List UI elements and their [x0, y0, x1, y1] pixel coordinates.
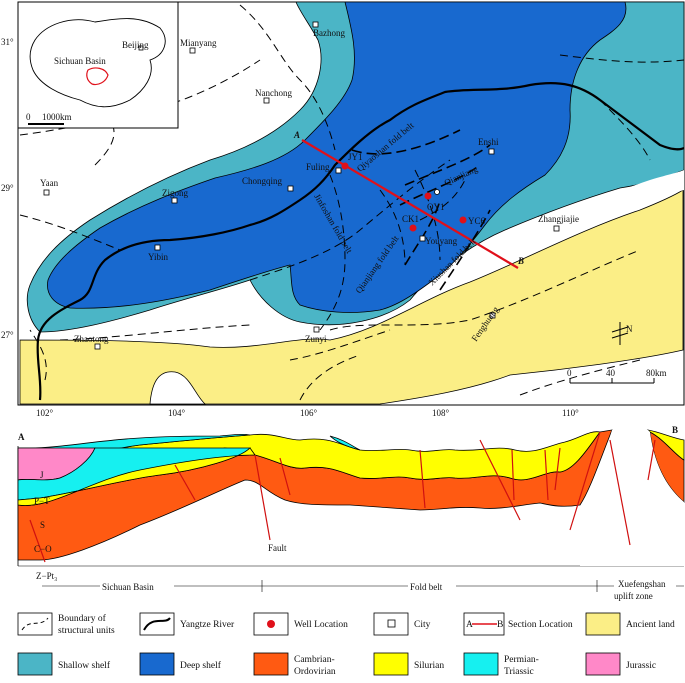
- svg-text:B: B: [497, 620, 503, 630]
- inset-label: Sichuan Basin: [54, 56, 106, 66]
- layer-label: P−T: [34, 496, 50, 506]
- lon-tick: 108°: [432, 408, 450, 418]
- well-marker: [459, 216, 467, 224]
- well-label: JY1: [348, 152, 363, 162]
- svg-text:Silurian: Silurian: [414, 661, 444, 671]
- svg-text:City: City: [414, 620, 431, 630]
- fold-axes: [351, 129, 491, 291]
- silurian-right: [646, 429, 685, 461]
- lat-tick: 31°: [1, 37, 14, 47]
- lat-tick: 27°: [1, 330, 14, 340]
- svg-text:Cambrian-: Cambrian-: [294, 655, 335, 665]
- lat-tick: 29°: [1, 183, 14, 193]
- city-label: Bazhong: [313, 28, 345, 38]
- china-inset: Beijing Sichuan Basin 0 1000km: [17, 1, 179, 129]
- city-label: Yibin: [148, 252, 169, 262]
- svg-text:Jurassic: Jurassic: [626, 661, 656, 671]
- section-end-b: B: [672, 425, 678, 435]
- lon-tick: 106°: [300, 408, 318, 418]
- section-line: [301, 139, 519, 269]
- svg-text:Yangtze River: Yangtze River: [180, 620, 235, 630]
- city-label: Mianyang: [180, 38, 217, 48]
- layer-label: Z−Pt₃: [36, 571, 57, 581]
- lon-tick: 110°: [562, 408, 579, 418]
- layer-label: C−O: [34, 544, 52, 554]
- inset-scale: 1000km: [42, 112, 72, 122]
- svg-text:40: 40: [606, 368, 616, 378]
- north-arrow: N: [611, 322, 633, 345]
- well-marker: [341, 162, 349, 170]
- city-label: Zhangjiajie: [538, 214, 579, 224]
- city-label: Nanchong: [255, 88, 292, 98]
- section-end-label: A: [293, 130, 300, 140]
- svg-text:N: N: [626, 324, 633, 334]
- svg-text:Deep shelf: Deep shelf: [180, 660, 222, 671]
- well-label: CK1: [402, 214, 419, 224]
- well-marker: [424, 192, 432, 200]
- city-label: Yaan: [40, 178, 59, 188]
- city-label: Fuling: [306, 162, 330, 172]
- svg-text:Section Location: Section Location: [508, 620, 573, 630]
- cross-section: A B: [17, 425, 685, 601]
- city-label: Zunyi: [305, 334, 327, 344]
- zone-label: Sichuan Basin: [102, 582, 154, 592]
- city-markers: [43, 21, 560, 350]
- svg-text:Ancient land: Ancient land: [626, 620, 675, 630]
- ancient-land-hill: [149, 371, 207, 405]
- svg-text:80km: 80km: [646, 368, 667, 378]
- structural-boundaries: [19, 4, 685, 401]
- faults: [29, 431, 656, 563]
- map-panel: Bazhong Mianyang Nanchong Fuling Chongqi…: [1, 1, 685, 418]
- svg-text:structural units: structural units: [58, 626, 115, 636]
- uplift-white: [560, 170, 684, 228]
- layer-label: S: [40, 520, 45, 530]
- svg-text:0: 0: [567, 368, 572, 378]
- svg-text:A: A: [466, 620, 473, 630]
- lon-tick: 104°: [168, 408, 186, 418]
- svg-text:Well Location: Well Location: [294, 620, 348, 630]
- svg-text:Boundary of: Boundary of: [58, 613, 107, 624]
- deep-shelf-area: [47, 1, 627, 313]
- svg-text:Permian-: Permian-: [504, 655, 539, 665]
- city-label: Zhaotong: [74, 334, 109, 344]
- section-end-label: B: [517, 256, 524, 266]
- ancient-land-area: [19, 189, 684, 405]
- well-label: YC6: [468, 216, 486, 226]
- yangtze-river: [36, 82, 685, 401]
- fault-label: Fault: [268, 543, 287, 553]
- lon-tick: 102°: [36, 408, 54, 418]
- legend: Boundary of structural units Yangtze Riv…: [17, 612, 675, 677]
- svg-text:Ordovirian: Ordovirian: [294, 667, 336, 677]
- layer-label: J: [40, 470, 44, 480]
- city-label: Youyang: [425, 236, 458, 246]
- svg-text:Triassic: Triassic: [504, 667, 534, 677]
- zone-label: uplift zone: [614, 591, 653, 601]
- zone-label: Fold belt: [410, 582, 443, 592]
- city-label: Zigong: [162, 188, 188, 198]
- well-label: QY1: [427, 202, 445, 212]
- inset-scale: 0: [26, 112, 31, 122]
- svg-text:Shallow shelf: Shallow shelf: [58, 660, 111, 671]
- zone-label: Xuefengshan: [618, 579, 666, 589]
- inset-label: Beijing: [122, 40, 149, 50]
- city-label: Chongqing: [242, 176, 283, 186]
- city-label: Enshi: [478, 137, 499, 147]
- scale-bar: 0 40 80km: [567, 368, 667, 384]
- section-end-a: A: [18, 432, 25, 442]
- well-marker: [409, 224, 417, 232]
